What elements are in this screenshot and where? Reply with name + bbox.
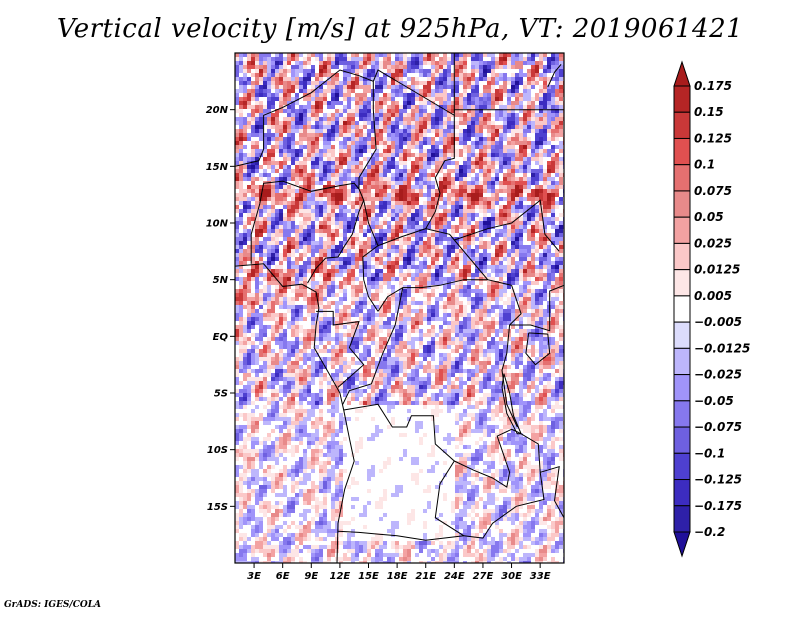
y-tick-label: 10N [206, 219, 229, 230]
colorbar-label: 0.175 [694, 79, 732, 93]
border-line [425, 115, 455, 229]
colorbar-segment [673, 374, 691, 402]
colorbar-label: −0.025 [694, 368, 742, 382]
y-tick-label: 5S [214, 389, 228, 400]
x-tick-label: 30E [501, 571, 522, 582]
border-line [250, 203, 261, 264]
y-tick-label: 15N [206, 162, 229, 173]
colorbar-label: 0.05 [694, 210, 724, 224]
colorbar-label: −0.125 [694, 473, 742, 487]
border-line [337, 530, 464, 541]
x-tick-label: 3E [247, 571, 261, 582]
colorbar-label: 0.125 [694, 131, 732, 145]
border-line [235, 263, 355, 563]
colorbar-label: −0.075 [694, 420, 742, 434]
border-line [540, 466, 564, 518]
colorbar-segment [673, 479, 691, 507]
border-line [501, 373, 522, 435]
colorbar-label: −0.0125 [694, 341, 750, 355]
colorbar-label: 0.0125 [694, 263, 740, 277]
border-line [372, 53, 455, 117]
x-tick-label: 12E [330, 571, 351, 582]
y-tick-label: 5N [213, 275, 229, 286]
border-line [463, 432, 545, 539]
velocity-field [235, 53, 564, 563]
colorbar-label: −0.005 [694, 315, 742, 329]
border-line [259, 180, 360, 204]
x-tick-label: 33E [530, 571, 551, 582]
border-line [501, 285, 522, 428]
colorbar-label: 0.1 [694, 158, 715, 172]
x-tick-label: 9E [304, 571, 318, 582]
colorbar: 0.175 0.15 0.125 0.1 0.075 0.05 0.025 0.0125 0.0… [673, 60, 750, 558]
colorbar-upper-extend [673, 60, 691, 87]
border-line [547, 63, 562, 88]
border-line [509, 284, 564, 332]
x-tick-label: 27E [473, 571, 494, 582]
x-tick-label: 24E [444, 571, 465, 582]
border-line [377, 279, 512, 312]
colorbar-label: −0.2 [694, 525, 725, 539]
colorbar-label: −0.1 [694, 446, 725, 460]
colorbar-label: 0.025 [694, 236, 732, 250]
plot-title: Vertical velocity [m/s] at 925hPa, VT: 2… [56, 14, 744, 44]
colorbar-segment [673, 111, 691, 139]
colorbar-segment [673, 85, 691, 113]
colorbar-lower-extend [673, 531, 691, 558]
border-line [358, 81, 377, 189]
colorbar-segment [673, 452, 691, 481]
x-tick-label: 6E [276, 571, 290, 582]
x-axis: 3E 6E 9E 12E 15E 18E 21E 24E 27E 30E 33E [247, 563, 551, 582]
border-line [454, 199, 560, 252]
colorbar-segment [673, 505, 691, 533]
border-line [342, 287, 404, 405]
colorbar-label: −0.05 [694, 394, 734, 408]
y-tick-label: 20N [206, 105, 229, 116]
colorbar-segment [673, 321, 691, 349]
y-axis: 20N 15N 10N 5N EQ 5S 10S 15S [206, 105, 235, 513]
colorbar-segment [673, 269, 691, 297]
border-line [307, 188, 365, 284]
x-tick-label: 21E [415, 571, 436, 582]
grads-credit: GrADS: IGES/COLA [4, 600, 102, 610]
colorbar-label: 0.005 [694, 289, 732, 303]
border-line [454, 428, 520, 488]
colorbar-segment [673, 190, 691, 218]
colorbar-segment [673, 426, 691, 454]
colorbar-label: −0.175 [694, 499, 742, 513]
colorbar-segment [673, 216, 691, 244]
country-borders [235, 53, 564, 563]
y-tick-label: 10S [207, 445, 228, 456]
border-line [316, 310, 365, 388]
border-line [362, 200, 379, 312]
border-line [525, 332, 551, 366]
colorbar-segment [673, 242, 691, 271]
x-tick-label: 15E [358, 571, 379, 582]
map-frame [234, 52, 565, 564]
y-tick-label: EQ [213, 332, 229, 343]
colorbar-segment [673, 164, 691, 192]
border-line [235, 69, 374, 167]
x-tick-label: 18E [387, 571, 408, 582]
colorbar-label: 0.075 [694, 184, 732, 198]
border-line [377, 228, 489, 281]
y-tick-label: 15S [207, 502, 228, 513]
colorbar-segment [673, 295, 691, 323]
colorbar-label: 0.15 [694, 105, 724, 119]
colorbar-segment [673, 400, 691, 428]
border-line [343, 403, 465, 537]
colorbar-segment [673, 137, 691, 166]
colorbar-segment [673, 347, 691, 376]
